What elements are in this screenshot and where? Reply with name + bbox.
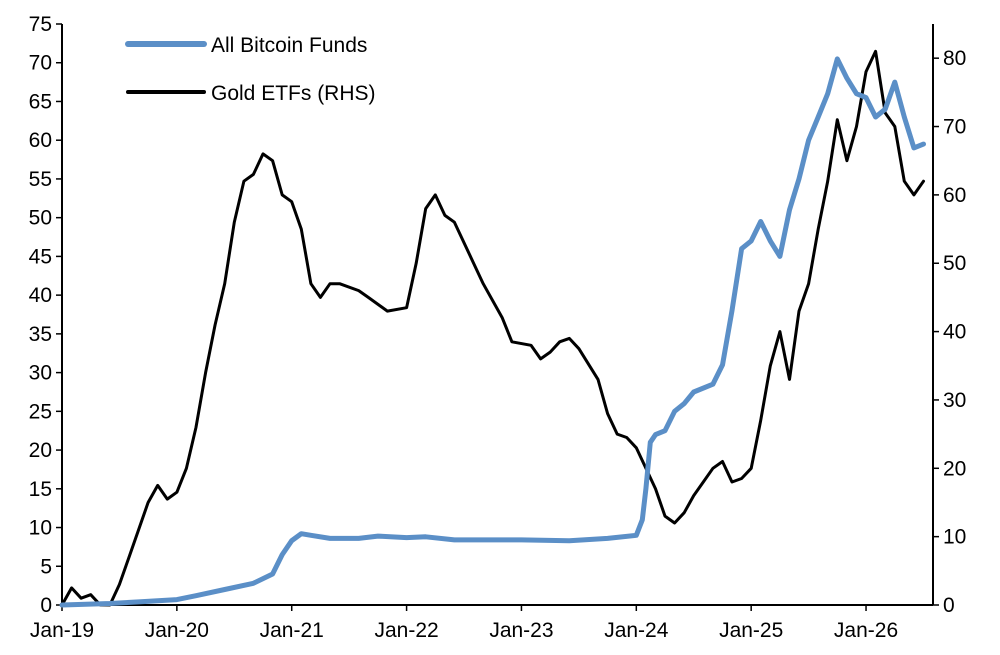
legend: All Bitcoin Funds Gold ETFs (RHS) bbox=[125, 34, 376, 105]
y-right-tick-label: 0 bbox=[943, 594, 955, 617]
y-left-tick-label: 65 bbox=[29, 90, 52, 113]
y-left-tick-label: 50 bbox=[29, 207, 52, 230]
x-tick-label: Jan-20 bbox=[145, 619, 209, 642]
x-tick-label: Jan-19 bbox=[30, 619, 94, 642]
y-left-tick-label: 15 bbox=[29, 478, 52, 501]
y-right-tick-label: 80 bbox=[943, 47, 966, 70]
y-left-tick-label: 25 bbox=[29, 400, 52, 423]
y-left-tick-label: 55 bbox=[29, 168, 52, 191]
y-right-tick-label: 20 bbox=[943, 457, 966, 480]
y-left-tick-label: 10 bbox=[29, 517, 52, 540]
y-left-tick-label: 20 bbox=[29, 439, 52, 462]
y-right-tick-label: 10 bbox=[943, 526, 966, 549]
x-tick-label: Jan-25 bbox=[719, 619, 783, 642]
y-left-tick-label: 40 bbox=[29, 284, 52, 307]
y-left-tick-label: 60 bbox=[29, 129, 52, 152]
y-left-tick-label: 30 bbox=[29, 362, 52, 385]
y-left-tick-label: 45 bbox=[29, 245, 52, 268]
legend-label-bitcoin-funds: All Bitcoin Funds bbox=[211, 34, 367, 57]
y-left-tick-label: 75 bbox=[29, 13, 52, 36]
x-tick-label: Jan-22 bbox=[374, 619, 438, 642]
y-right-tick-label: 70 bbox=[943, 116, 966, 139]
x-tick-label: Jan-24 bbox=[604, 619, 669, 642]
y-right-tick-label: 60 bbox=[943, 184, 966, 207]
legend-label-gold-etfs: Gold ETFs (RHS) bbox=[211, 82, 376, 105]
y-right-tick-label: 40 bbox=[943, 321, 966, 344]
x-tick-label: Jan-23 bbox=[489, 619, 553, 642]
x-tick-label: Jan-26 bbox=[834, 619, 898, 642]
axes: 0 5 10 15 20 25 30 35 40 45 50 55 60 65 70 75 0 10 20 30 40 5… bbox=[29, 13, 967, 642]
series-line-bitcoin-funds bbox=[59, 56, 926, 608]
x-tick-label: Jan-21 bbox=[260, 619, 324, 642]
series-line-gold-etfs bbox=[60, 49, 925, 607]
y-left-tick-label: 0 bbox=[40, 594, 52, 617]
y-left-tick-label: 70 bbox=[29, 52, 52, 75]
y-left-tick-label: 35 bbox=[29, 323, 52, 346]
y-left-tick-label: 5 bbox=[40, 555, 52, 578]
series-lines bbox=[59, 49, 926, 608]
y-right-tick-label: 30 bbox=[943, 389, 966, 412]
y-right-tick-label: 50 bbox=[943, 252, 966, 275]
